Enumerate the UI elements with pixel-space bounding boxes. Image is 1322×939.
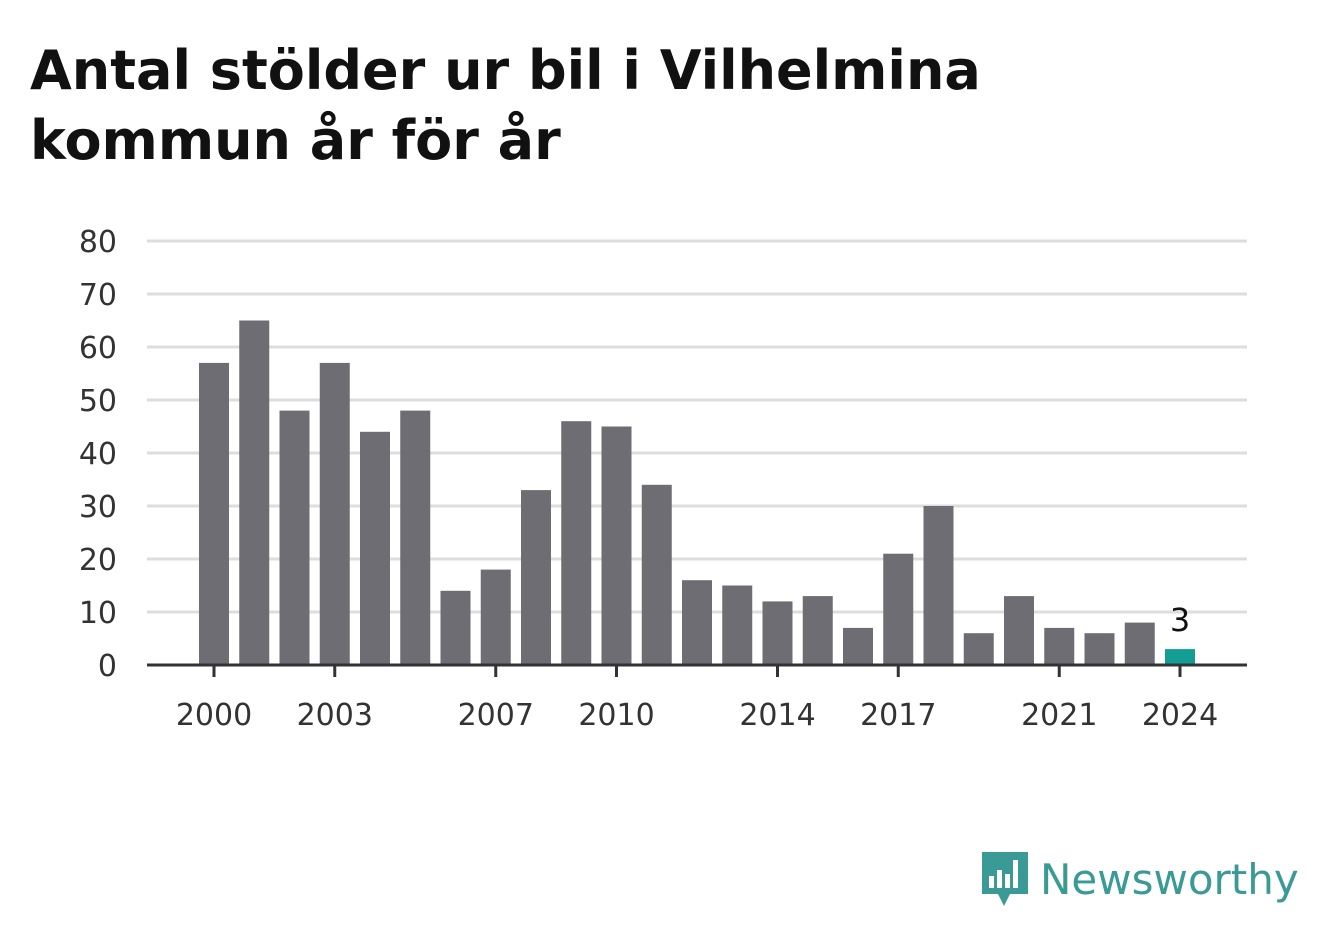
y-tick-label-0: 0: [98, 649, 117, 684]
bar-2024: [1165, 649, 1195, 665]
newsworthy-logo: Newsworthy: [980, 848, 1299, 910]
bar-2022: [1084, 633, 1115, 665]
bar-2014: [762, 601, 793, 665]
bar-2000: [199, 362, 229, 665]
bar-2020: [1004, 596, 1034, 665]
bar-2021: [1044, 627, 1075, 665]
newsworthy-logo-icon: [982, 852, 1028, 906]
bar-2015: [802, 596, 833, 665]
bar-2001: [239, 320, 270, 665]
bar-2008: [521, 490, 551, 665]
bar-2005: [400, 410, 431, 665]
bar-2006: [440, 590, 471, 665]
bar-2019: [963, 633, 994, 665]
bar-2010: [601, 426, 632, 665]
bar-2002: [279, 410, 310, 665]
y-tick-label-80: 80: [79, 225, 117, 260]
chart-title: Antal stölder ur bil i Vilhelmina kommun…: [30, 39, 981, 172]
x-tick-label-2003: 2003: [297, 698, 373, 733]
bar-2003: [319, 362, 350, 665]
x-tick-label-2021: 2021: [1021, 698, 1097, 733]
bar-2016: [843, 627, 873, 665]
y-tick-label-70: 70: [79, 278, 117, 313]
data-labels: 3: [1170, 601, 1190, 639]
x-tick-label-2010: 2010: [578, 698, 654, 733]
brand-name: Newsworthy: [1040, 854, 1299, 904]
x-axis: 2000 2003 2007 2010 2014 2017 2021 2024: [147, 663, 1247, 733]
x-tick-label-2007: 2007: [458, 698, 534, 733]
x-tick-label-2000: 2000: [176, 698, 252, 733]
bar-2017: [883, 553, 914, 665]
y-tick-label-40: 40: [79, 437, 117, 472]
data-label-2024: 3: [1170, 601, 1190, 639]
y-tick-label-50: 50: [79, 384, 117, 419]
y-tick-label-20: 20: [79, 543, 117, 578]
bar-2009: [561, 421, 592, 665]
bar-2004: [360, 431, 390, 665]
y-tick-label-60: 60: [79, 331, 117, 366]
y-tick-label-10: 10: [79, 596, 117, 631]
bars: [199, 320, 1195, 665]
bar-2012: [682, 580, 712, 665]
x-tick-label-2024: 2024: [1142, 698, 1218, 733]
x-tick-label-2014: 2014: [739, 698, 815, 733]
bar-2011: [641, 484, 672, 665]
y-axis-ticks: 0 10 20 30 40 50 60 70 80: [79, 225, 117, 684]
bar-2023: [1124, 622, 1155, 665]
gridlines: [147, 239, 1247, 614]
bar-2007: [480, 569, 511, 665]
bar-2018: [923, 506, 954, 665]
x-tick-label-2017: 2017: [860, 698, 936, 733]
bar-2013: [722, 585, 753, 665]
y-tick-label-30: 30: [79, 490, 117, 525]
